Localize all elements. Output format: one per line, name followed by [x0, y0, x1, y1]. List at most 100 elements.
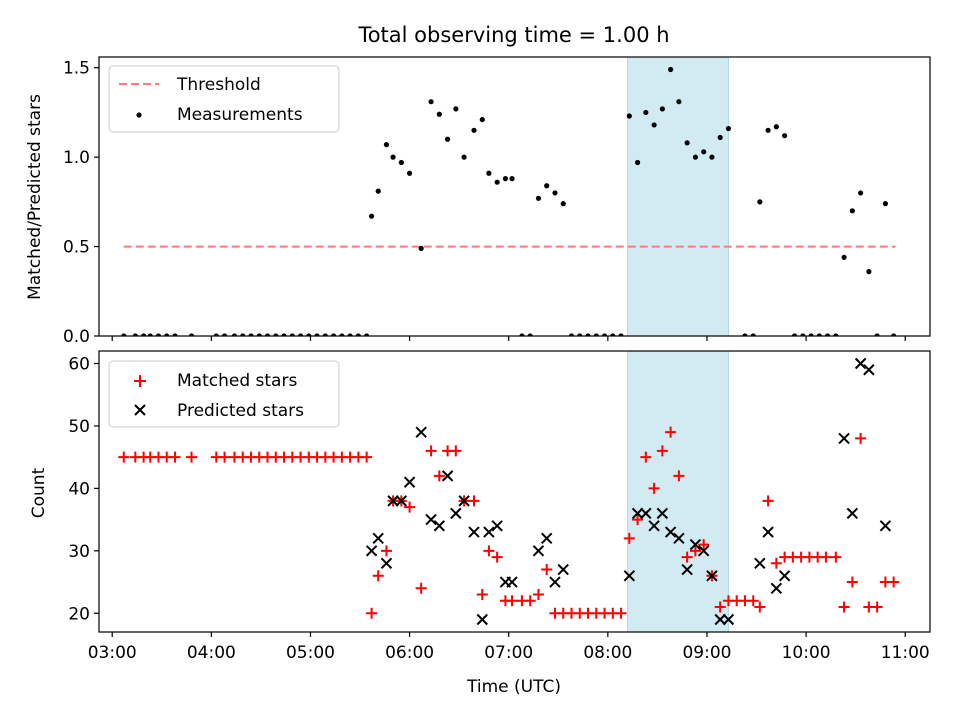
measurement-point — [509, 176, 515, 182]
measurement-point — [519, 333, 525, 336]
measurement-point — [858, 190, 864, 196]
matched-star-point — [846, 576, 858, 588]
measurement-point — [552, 190, 558, 196]
measurement-point — [634, 159, 641, 166]
predicted-star-point — [476, 613, 488, 626]
measurement-point — [121, 333, 127, 336]
matched-star-point — [366, 607, 378, 619]
legend-measurements-swatch — [136, 112, 142, 118]
measurement-point — [314, 333, 320, 336]
measurement-point — [765, 127, 771, 133]
matched-star-point — [681, 551, 693, 563]
bottom-y-ticks: 20 30 40 50 60 — [68, 354, 99, 624]
measurement-point — [701, 149, 707, 155]
predicted-star-point — [722, 613, 735, 626]
x-tick-label: 05:00 — [286, 643, 335, 663]
predicted-star-point — [664, 526, 677, 538]
measurement-point — [816, 333, 822, 336]
legend-measurements-label: Measurements — [177, 105, 303, 125]
bottom-y-tick-label: 30 — [68, 542, 90, 562]
matched-star-point — [640, 451, 652, 463]
predicted-star-point — [846, 507, 859, 520]
measurement-point — [453, 106, 459, 112]
measurement-point — [231, 333, 238, 336]
matched-star-point — [648, 482, 660, 494]
predicted-star-point — [754, 557, 766, 570]
predicted-star-point — [640, 507, 652, 520]
matched-star-point — [425, 445, 437, 457]
measurement-point — [297, 333, 304, 336]
bottom-highlight-span — [627, 350, 729, 633]
measurement-point — [800, 333, 806, 336]
legend-predicted-label: Predicted stars — [177, 401, 304, 421]
measurement-point — [742, 333, 748, 336]
matched-star-point — [689, 545, 701, 557]
matched-star-point — [433, 470, 445, 482]
predicted-stars-series — [365, 357, 892, 626]
measurement-point — [390, 154, 396, 160]
x-tick-label: 07:00 — [484, 643, 533, 663]
top-legend: Threshold Measurements — [108, 65, 340, 133]
measurement-point — [436, 111, 442, 117]
predicted-star-point — [631, 507, 644, 520]
predicted-star-point — [365, 545, 378, 557]
measurement-point — [725, 125, 732, 132]
predicted-star-point — [681, 563, 693, 576]
measurement-point — [601, 333, 608, 336]
predicted-star-point — [549, 576, 561, 588]
measurement-point — [248, 333, 254, 336]
matched-star-point — [673, 470, 685, 482]
matched-star-point — [855, 432, 867, 444]
measurement-point — [375, 188, 381, 194]
predicted-star-point — [433, 520, 446, 532]
measurement-point — [273, 333, 279, 336]
matched-star-point — [372, 570, 384, 582]
measurement-point — [339, 333, 345, 336]
matched-star-point — [747, 595, 759, 607]
predicted-star-point — [557, 563, 569, 576]
matched-star-point — [714, 601, 726, 613]
measurement-point — [544, 183, 550, 189]
x-tick-label: 06:00 — [385, 643, 434, 663]
measurement-point — [757, 199, 763, 205]
predicted-star-point — [425, 513, 437, 526]
measurement-point — [164, 333, 170, 336]
measurements-series — [121, 66, 897, 336]
top-axes-frame — [98, 56, 931, 337]
predicted-star-point — [468, 526, 480, 538]
predicted-star-point — [656, 507, 669, 520]
matched-star-point — [380, 545, 392, 557]
measurement-point — [626, 113, 632, 119]
matched-star-point — [415, 582, 427, 594]
matched-stars-series — [118, 426, 900, 619]
measurement-point — [874, 333, 880, 336]
measurement-point — [221, 333, 228, 336]
x-tick-label: 03:00 — [88, 643, 137, 663]
measurement-point — [577, 333, 583, 336]
matched-star-point — [361, 451, 373, 463]
bottom-x-ticks: 03:00 04:00 05:00 06:00 07:00 08:00 09:00 10:00… — [88, 632, 930, 663]
bottom-y-tick-label: 20 — [68, 604, 90, 624]
bottom-y-tick-label: 40 — [68, 479, 90, 499]
top-y-axis-label: Matched/Predicted stars — [25, 94, 45, 300]
matched-star-point — [483, 545, 495, 557]
measurement-point — [791, 333, 798, 336]
matched-star-point — [632, 514, 644, 526]
predicted-star-point — [714, 613, 726, 626]
top-legend-box — [108, 65, 340, 133]
x-tick-label: 09:00 — [682, 643, 731, 663]
predicted-star-point — [450, 507, 462, 520]
top-y-tick-label: 0.0 — [63, 327, 90, 347]
matched-star-point — [506, 595, 518, 607]
predicted-star-point — [491, 520, 503, 532]
predicted-star-point — [689, 538, 702, 551]
measurement-point — [684, 140, 690, 146]
measurement-point — [364, 333, 370, 336]
matched-star-point — [656, 445, 668, 457]
x-tick-label: 08:00 — [583, 643, 632, 663]
bottom-legend-box — [108, 360, 340, 428]
measurement-point — [527, 333, 533, 336]
matched-star-point — [838, 601, 850, 613]
measurement-point — [398, 159, 404, 166]
measurement-point — [750, 333, 756, 336]
